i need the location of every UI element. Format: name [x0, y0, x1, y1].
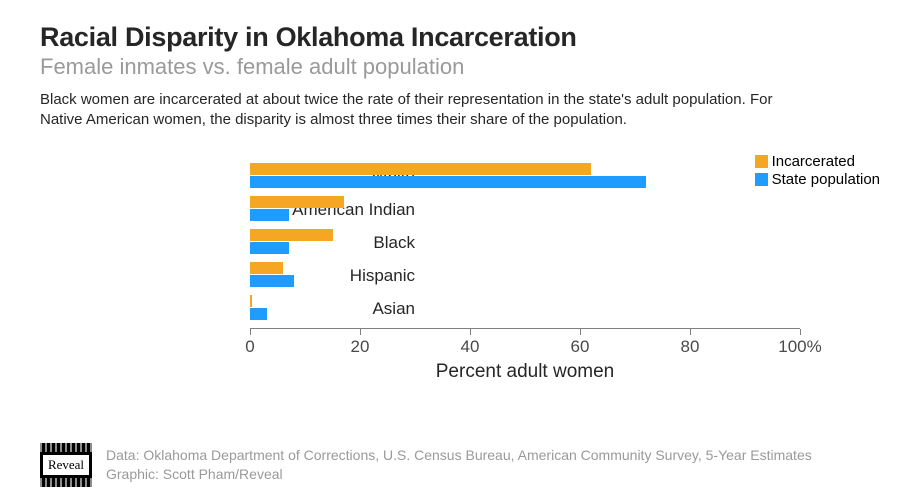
bar-row	[250, 295, 800, 321]
source-line-1: Data: Oklahoma Department of Corrections…	[106, 446, 812, 465]
x-tick	[580, 329, 581, 335]
footer: Reveal Data: Oklahoma Department of Corr…	[40, 443, 860, 487]
x-tick	[360, 329, 361, 335]
x-axis-label: Percent adult women	[250, 361, 800, 383]
bar-state-population	[250, 242, 289, 254]
bar-row	[250, 196, 800, 222]
x-tick-label: 100%	[778, 337, 821, 357]
x-tick-label: 0	[245, 337, 254, 357]
bar-state-population	[250, 176, 646, 188]
x-tick	[250, 329, 251, 335]
bar-row	[250, 262, 800, 288]
x-tick-label: 20	[351, 337, 370, 357]
x-tick	[470, 329, 471, 335]
plot-area	[250, 161, 800, 329]
x-tick-label: 80	[681, 337, 700, 357]
source-text: Data: Oklahoma Department of Corrections…	[106, 446, 812, 484]
bar-incarcerated	[250, 196, 344, 208]
chart-subtitle: Female inmates vs. female adult populati…	[40, 54, 860, 80]
reveal-logo-text: Reveal	[43, 455, 89, 475]
x-tick-label: 60	[571, 337, 590, 357]
bar-row	[250, 229, 800, 255]
chart: IncarceratedState population WhiteAmeric…	[130, 161, 850, 386]
bar-state-population	[250, 209, 289, 221]
x-tick	[690, 329, 691, 335]
bar-incarcerated	[250, 229, 333, 241]
bar-incarcerated	[250, 262, 283, 274]
chart-title: Racial Disparity in Oklahoma Incarcerati…	[40, 22, 860, 53]
x-tick	[800, 329, 801, 335]
source-line-2: Graphic: Scott Pham/Reveal	[106, 465, 812, 484]
reveal-logo: Reveal	[40, 443, 92, 487]
bar-state-population	[250, 308, 267, 320]
bar-incarcerated	[250, 163, 591, 175]
chart-description: Black women are incarcerated at about tw…	[40, 90, 815, 131]
x-tick-label: 40	[461, 337, 480, 357]
bar-row	[250, 163, 800, 189]
bar-state-population	[250, 275, 294, 287]
bar-incarcerated	[250, 295, 252, 307]
